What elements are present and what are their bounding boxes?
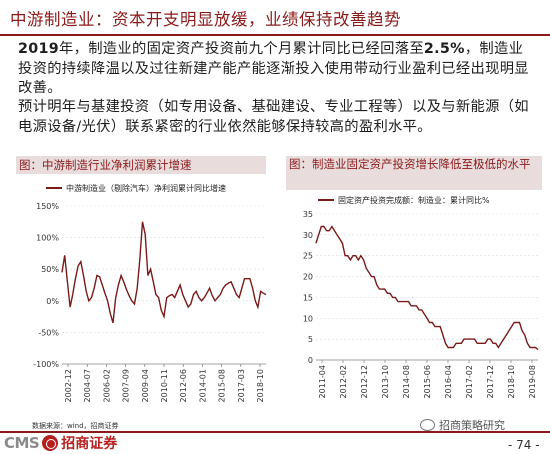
y-tick-label: 5	[308, 335, 313, 344]
x-tick-label: 2016-04	[444, 365, 453, 398]
y-tick-label: 0%	[46, 297, 59, 306]
chart-left-title: 图：中游制造行业净利润累计增速	[16, 156, 266, 174]
x-tick-label: 2007-09	[122, 369, 131, 402]
chart-profit-growth: 中游制造业（剔除汽车）净利润累计同比增速 -100% -50% 0% 50% 100% 1…	[33, 183, 267, 402]
y-tick-label: 150%	[36, 202, 59, 211]
x-tick-label: 2013-10	[381, 365, 390, 398]
y-tick-label: -100%	[33, 360, 59, 369]
chart-right-title: 图：制造业固定资产投资增长降低至极低的水平	[286, 156, 542, 190]
x-tick-label: 2012-06	[179, 369, 188, 402]
series-line-fai	[315, 225, 539, 351]
y-tick-label: 35	[303, 210, 313, 219]
x-tick-label: 2009-04	[141, 369, 150, 402]
x-tick-label: 2015-08	[218, 369, 227, 402]
paragraph-text: 年，制造业的固定资产投资前九个月累计同比已经回落至	[59, 41, 424, 57]
paragraph-investment: 2019年，制造业的固定资产投资前九个月累计同比已经回落至2.5%，制造业投资的…	[18, 40, 533, 99]
company-logo: CMS 招商证券	[4, 434, 117, 452]
percent-highlight: 2.5%	[423, 41, 465, 57]
wechat-icon	[420, 419, 435, 431]
x-tick-label: 2019-08	[528, 365, 537, 398]
x-tick-label: 2004-07	[83, 369, 92, 402]
x-tick-label: 2012-12	[360, 365, 369, 398]
y-tick-label: 10	[303, 314, 313, 323]
paragraph-outlook: 预计明年与基建投资（如专用设备、基础建设、专业工程等）以及与新能源（如电源设备/…	[18, 99, 529, 135]
y-tick-label: 0	[308, 356, 313, 365]
chart-fai-growth: 固定资产投资完成额：制造业：累计同比% 0 5 10 15 20 25 30 35 2011-…	[303, 195, 539, 398]
y-tick-label: -50%	[38, 328, 59, 337]
y-tick-label: 20	[303, 273, 313, 282]
legend-label: 中游制造业（剔除汽车）净利润累计同比增速	[66, 183, 226, 193]
data-source: 数据来源：wind，招商证券	[32, 422, 119, 430]
x-tick-label: 2002-12	[64, 369, 73, 402]
watermark: 招商策略研究	[420, 417, 505, 433]
x-tick-label: 2017-12	[486, 365, 495, 398]
y-tick-label: 15	[303, 293, 313, 302]
x-tick-label: 2006-02	[102, 369, 111, 402]
x-tick-label: 2010-11	[160, 369, 169, 402]
logo-emblem-icon	[42, 435, 59, 451]
x-tick-label: 2014-01	[198, 369, 207, 402]
y-tick-label: 30	[303, 231, 313, 240]
x-tick-label: 2015-06	[423, 365, 432, 398]
year-highlight: 2019	[18, 41, 59, 57]
legend-label: 固定资产投资完成额：制造业：累计同比%	[338, 195, 490, 205]
logo-name: 招商证券	[61, 436, 118, 452]
y-tick-label: 25	[303, 252, 313, 261]
x-tick-label: 2017-02	[465, 365, 474, 398]
paragraph-text: ，制造业投资的持续降温以及过往新建产能产能逐渐投入使用带动行业盈利已经出现明显改…	[18, 41, 529, 96]
title-divider	[0, 34, 550, 36]
x-tick-label: 2017-03	[237, 369, 246, 402]
footer-divider	[0, 431, 550, 433]
y-tick-label: 100%	[36, 234, 59, 243]
page-number: - 74 -	[508, 438, 540, 452]
watermark-text: 招商策略研究	[439, 419, 505, 432]
x-tick-label: 2018-10	[256, 369, 265, 402]
x-tick-label: 2011-04	[318, 365, 327, 398]
page-title: 中游制造业：资本开支明显放缓，业绩保持改善趋势	[10, 10, 401, 29]
x-tick-label: 2014-08	[402, 365, 411, 398]
x-tick-label: 2012-02	[339, 365, 348, 398]
x-tick-label: 2018-10	[507, 365, 516, 398]
series-line-profit	[61, 221, 267, 324]
logo-text: CMS	[4, 434, 40, 452]
y-tick-label: 50%	[41, 265, 59, 274]
